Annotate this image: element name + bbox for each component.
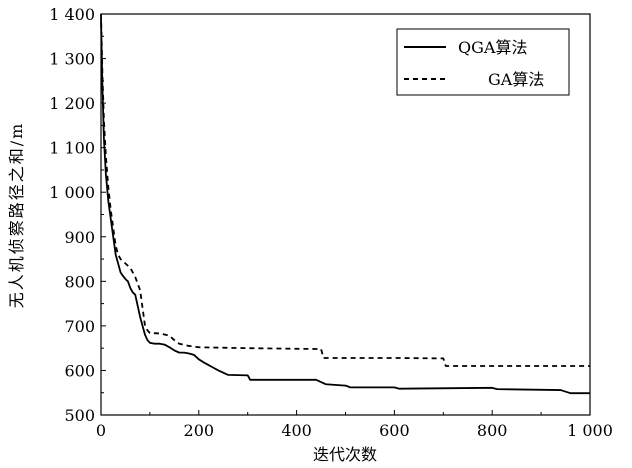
x-tick-label: 800 [477,421,508,440]
y-tick-label: 1 300 [49,50,95,69]
legend-label-ga: GA算法 [488,70,544,89]
y-tick-label: 700 [64,317,95,336]
series-line-qga [100,18,590,395]
y-tick-label: 800 [64,272,95,291]
y-tick-label: 1 200 [49,94,95,113]
x-axis-title: 迭代次数 [313,445,377,464]
x-axis: 0 200 400 600 800 1 000 [96,410,613,440]
y-tick-label: 900 [64,228,95,247]
y-tick-label: 1 100 [49,139,95,158]
legend-label-qga: QGA算法 [458,38,527,57]
x-tick-label: 1 000 [567,421,613,440]
y-tick-label: 1 400 [49,5,95,24]
y-tick-label: 500 [64,406,95,425]
legend-box [396,28,570,96]
y-tick-label: 1 000 [49,183,95,202]
x-tick-label: 0 [96,421,106,440]
x-tick-label: 200 [184,421,215,440]
y-axis-title: 无人机侦察路径之和/m [7,122,26,309]
series-line-ga [100,13,590,367]
x-tick-label: 400 [281,421,312,440]
series-layer [100,13,590,395]
y-axis: 500 600 700 800 900 1 000 1 100 1 200 1 300 1 400 [49,5,106,425]
legend: QGA算法 GA算法 [396,28,570,96]
x-tick-label: 600 [379,421,410,440]
y-tick-label: 600 [64,361,95,380]
